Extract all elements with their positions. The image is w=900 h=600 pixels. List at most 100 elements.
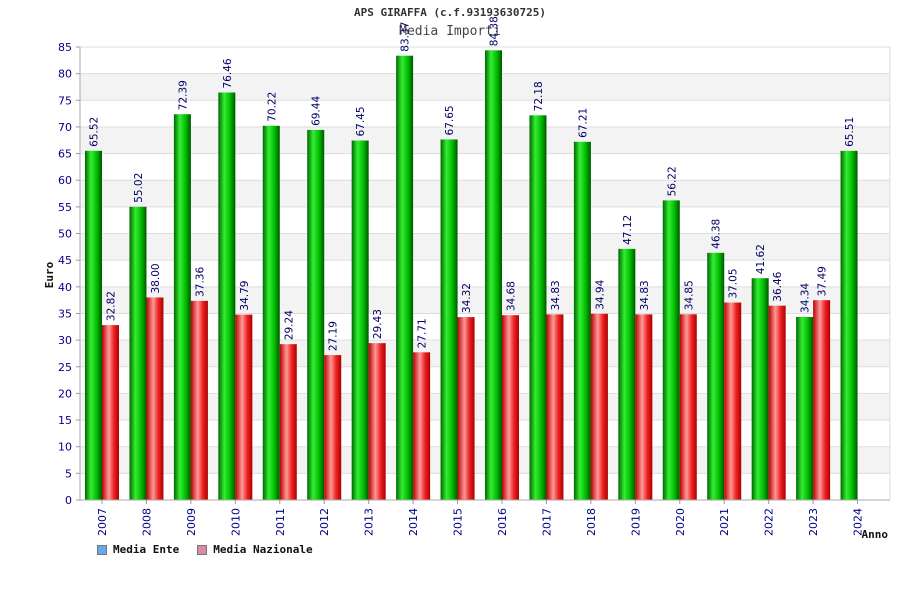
data-label: 32.82 (106, 291, 118, 321)
bar-media-ente (262, 125, 280, 500)
x-tick-label: 2012 (318, 508, 331, 536)
x-tick-label: 2008 (140, 508, 153, 536)
bar-media-nazionale (413, 352, 431, 500)
data-label: 65.52 (89, 117, 101, 147)
bar-media-ente (85, 150, 102, 500)
data-label: 72.18 (533, 81, 545, 111)
data-label: 34.83 (550, 280, 562, 310)
bar-media-nazionale (368, 343, 386, 500)
x-tick-label: 2021 (718, 508, 731, 536)
legend-swatch-media-nazionale (197, 544, 208, 555)
data-label: 65.51 (844, 117, 856, 147)
bar-media-nazionale (324, 355, 342, 500)
legend: Media Ente Media Nazionale (97, 543, 313, 556)
data-label: 36.46 (772, 271, 784, 301)
bar-media-nazionale (546, 314, 564, 500)
bar-media-ente (307, 129, 325, 500)
bar-media-nazionale (190, 300, 208, 500)
y-tick-label: 55 (58, 201, 72, 214)
bar-media-ente (351, 140, 369, 500)
x-tick-label: 2009 (185, 508, 198, 536)
bar-media-nazionale (502, 315, 519, 500)
x-tick-label: 2014 (407, 508, 420, 536)
legend-item-media-nazionale: Media Nazionale (197, 543, 313, 556)
y-tick-label: 60 (58, 174, 72, 187)
y-tick-label: 85 (58, 41, 72, 54)
x-tick-label: 2016 (496, 508, 509, 536)
bar-media-ente (573, 141, 591, 500)
y-tick-label: 70 (58, 121, 72, 134)
legend-item-media-ente: Media Ente (97, 543, 179, 556)
y-tick-label: 75 (58, 94, 72, 107)
data-label: 34.32 (461, 283, 473, 313)
bar-media-ente (662, 200, 680, 500)
y-tick-label: 45 (58, 254, 72, 267)
data-label: 27.71 (417, 318, 429, 348)
data-label: 34.68 (506, 281, 518, 311)
data-label: 70.22 (266, 92, 278, 122)
x-tick-label: 2017 (540, 508, 553, 536)
legend-swatch-media-ente (97, 544, 107, 555)
x-tick-label: 2018 (585, 508, 598, 536)
x-tick-label: 2011 (274, 508, 287, 536)
x-tick-label: 2020 (674, 508, 687, 536)
bar-media-nazionale (146, 297, 164, 500)
data-label: 67.45 (355, 106, 367, 136)
x-tick-label: 2023 (807, 508, 820, 536)
chart-title: APS GIRAFFA (c.f.93193630725) (353, 6, 547, 19)
y-tick-label: 30 (58, 334, 72, 347)
bar-media-ente (840, 150, 858, 500)
data-label: 34.83 (639, 280, 651, 310)
y-tick-label: 5 (65, 467, 72, 480)
bar-media-ente (529, 115, 547, 500)
data-label: 37.05 (728, 268, 740, 298)
data-label: 67.21 (577, 108, 589, 138)
x-tick-label: 2013 (363, 508, 376, 536)
legend-label-media-nazionale: Media Nazionale (213, 543, 313, 556)
bar-media-ente (396, 55, 414, 500)
data-label: 34.34 (800, 283, 812, 313)
y-tick-label: 25 (58, 361, 72, 374)
data-label: 38.00 (150, 263, 162, 293)
data-label: 55.02 (133, 173, 145, 203)
bar-media-nazionale (679, 314, 697, 500)
bar-media-ente (796, 316, 814, 500)
y-tick-label: 65 (58, 148, 72, 161)
bar-media-ente (173, 114, 191, 500)
chart-subtitle: Media Importi (399, 24, 501, 39)
bar-media-nazionale (279, 344, 297, 500)
bar-media-nazionale (590, 313, 608, 500)
x-tick-label: 2007 (96, 508, 109, 536)
data-label: 83.37 (400, 22, 412, 52)
bar-media-nazionale (102, 325, 119, 500)
bar-media-nazionale (457, 317, 475, 500)
y-tick-label: 10 (58, 441, 72, 454)
y-tick-label: 50 (58, 228, 72, 241)
data-label: 34.85 (683, 280, 695, 310)
bar-media-ente (485, 50, 502, 501)
bar-media-nazionale (813, 300, 831, 500)
y-tick-label: 80 (58, 68, 72, 81)
y-tick-label: 40 (58, 281, 72, 294)
bar-media-nazionale (635, 314, 653, 500)
bar-media-nazionale (724, 302, 742, 500)
bar-media-ente (129, 206, 147, 501)
data-label: 37.36 (194, 267, 206, 297)
bar-media-ente (440, 139, 458, 500)
x-axis-label: Anno (862, 528, 889, 541)
data-label: 41.62 (755, 244, 767, 274)
bar-media-ente (218, 92, 236, 500)
bar-media-ente (707, 252, 725, 500)
x-tick-label: 2015 (452, 508, 465, 536)
data-label: 72.39 (177, 80, 189, 110)
bar-media-ente (618, 248, 636, 500)
data-label: 37.49 (817, 266, 829, 296)
bar-media-ente (751, 278, 769, 500)
y-axis-label: Euro (43, 261, 56, 288)
legend-label-media-ente: Media Ente (113, 543, 180, 556)
data-label: 46.38 (711, 219, 723, 249)
data-label: 76.46 (222, 58, 234, 88)
bar-media-nazionale (768, 305, 786, 500)
data-label: 47.12 (622, 215, 634, 245)
